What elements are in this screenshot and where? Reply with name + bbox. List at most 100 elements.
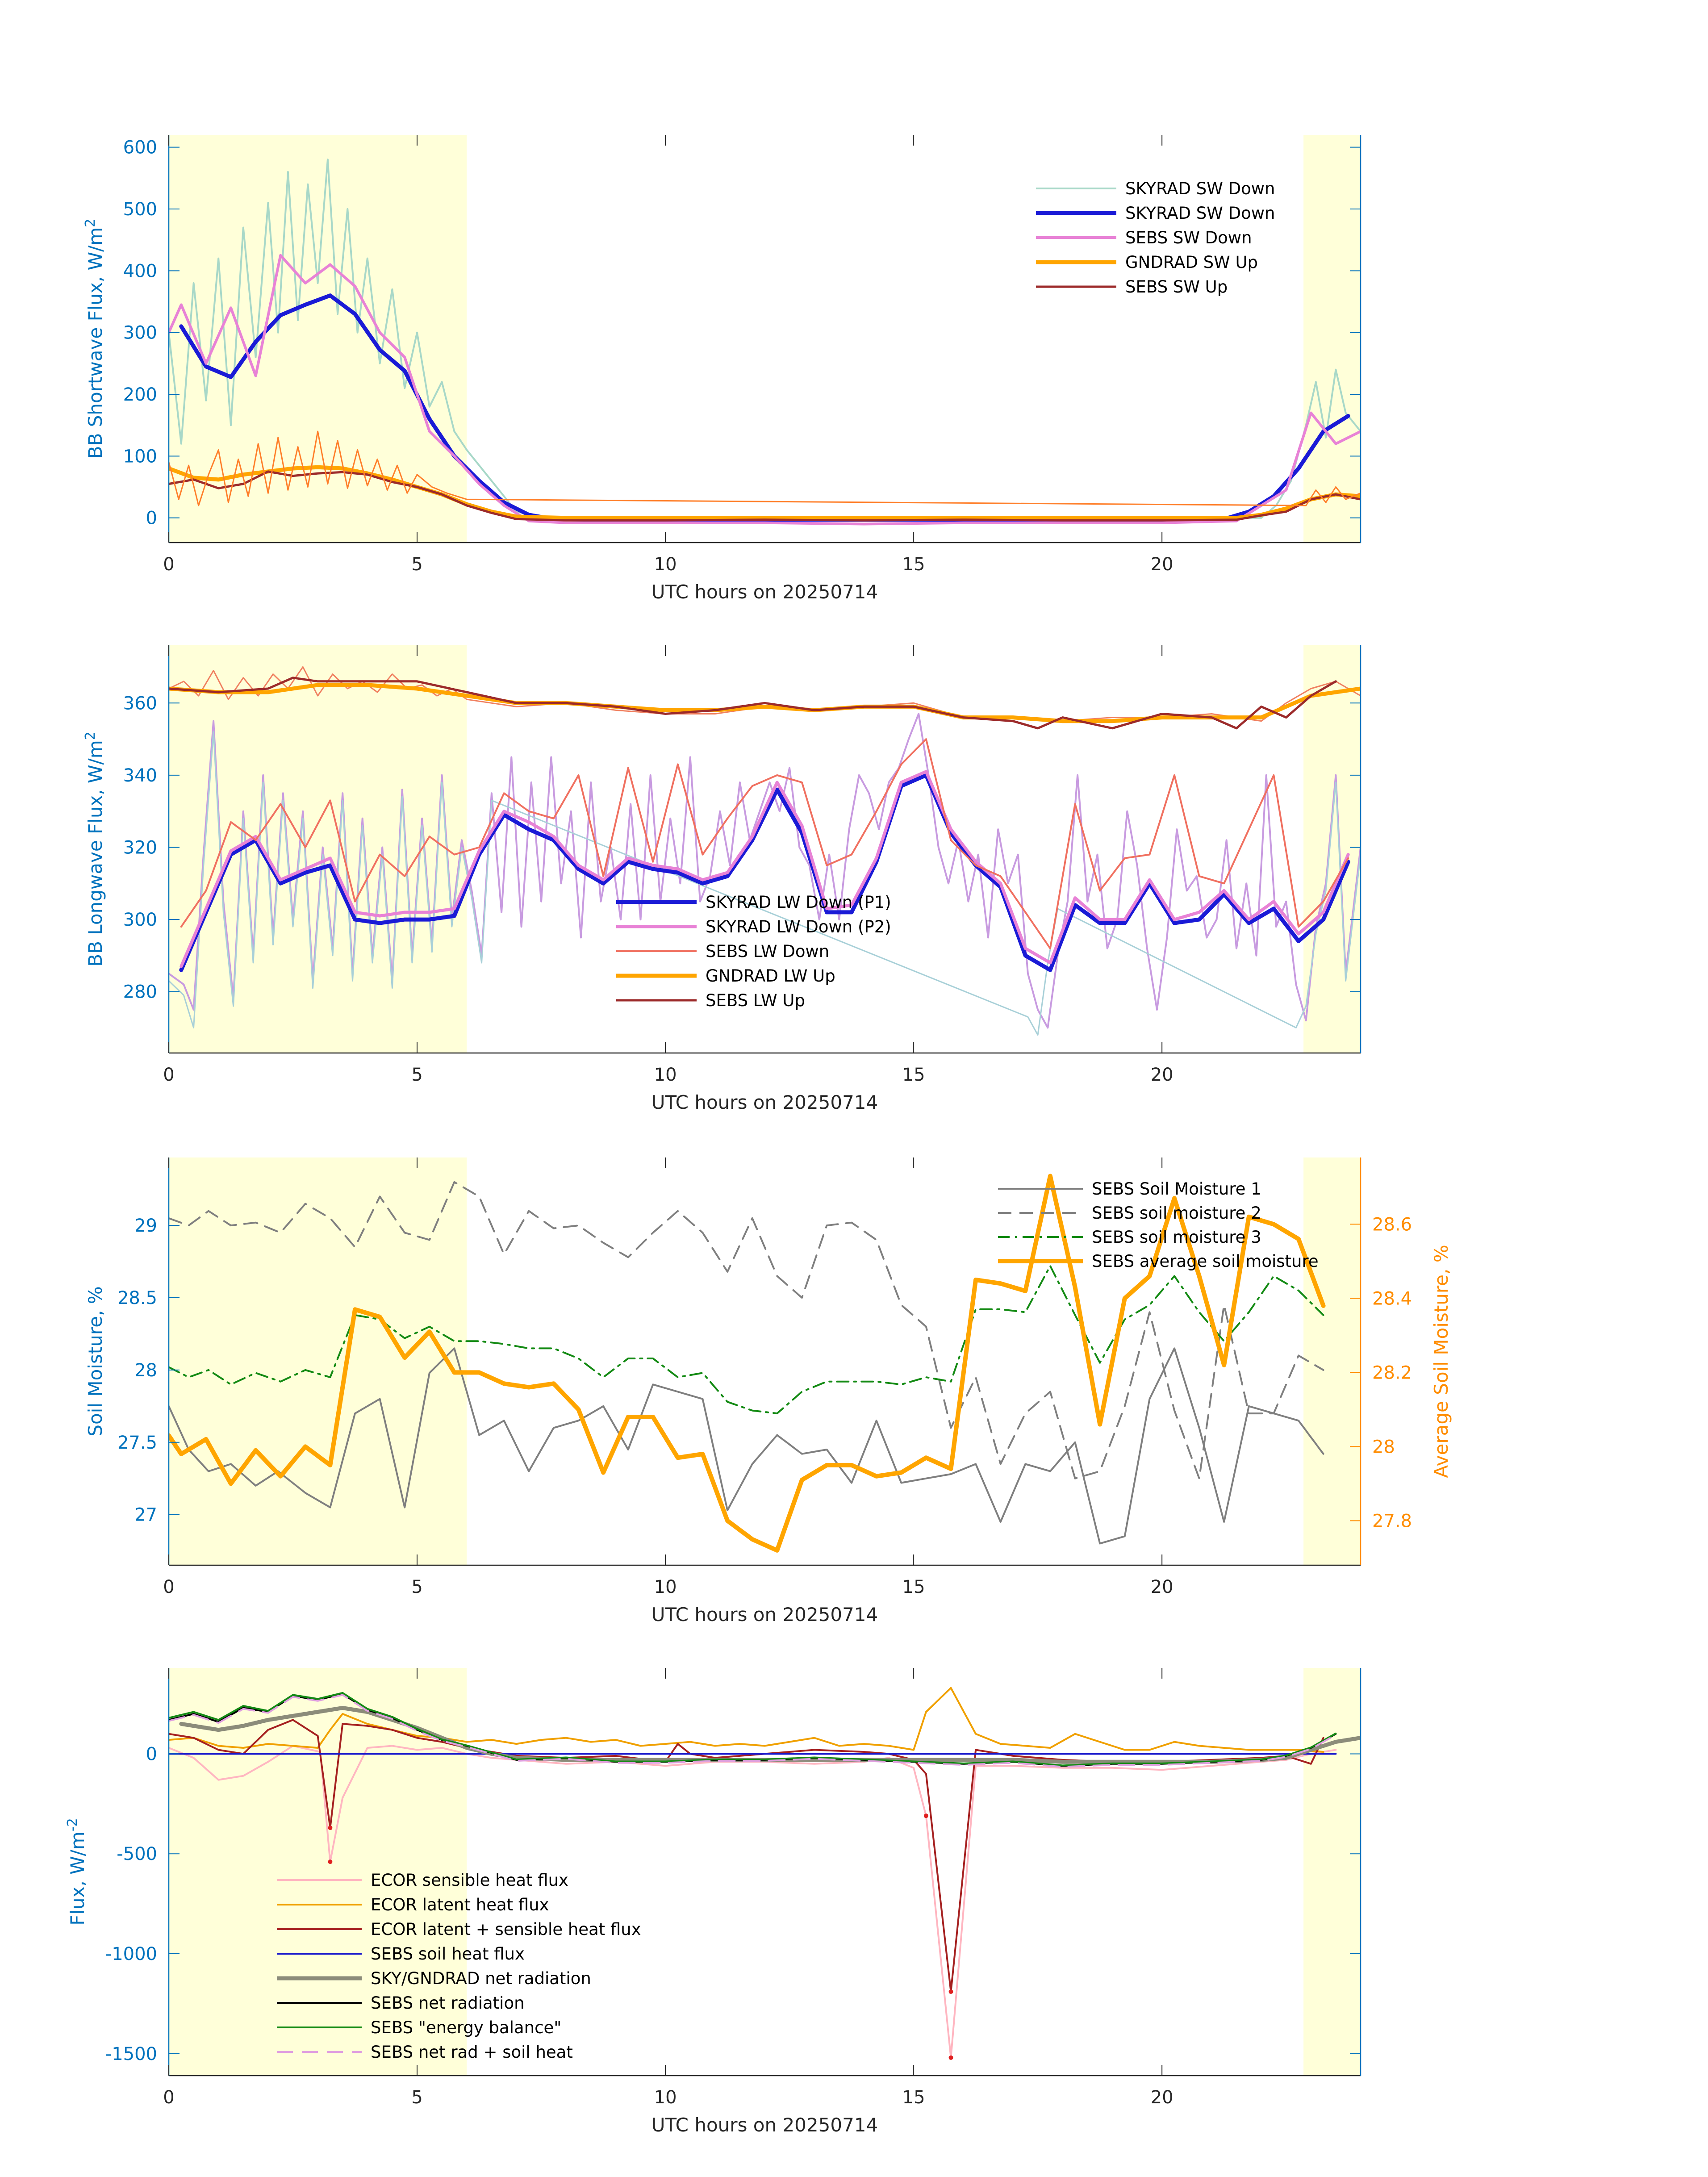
y-tick-label: -1500 — [105, 2044, 157, 2064]
x-tick-label: 0 — [163, 1577, 174, 1597]
series-skyrad-lw-down-p1 — [179, 773, 1350, 972]
x-axis-label: UTC hours on 20250714 — [651, 1604, 878, 1625]
night-shade-1 — [1303, 135, 1361, 543]
y-right-tick-label: 28.2 — [1372, 1362, 1412, 1383]
y-tick-label: 600 — [123, 138, 157, 158]
data-marker-1 — [923, 1813, 928, 1818]
y-axis-label: BB Longwave Flux, W/m2 — [83, 731, 106, 966]
y-tick-label: 27.5 — [117, 1433, 157, 1453]
x-axis-label: UTC hours on 20250714 — [651, 1091, 878, 1113]
x-tick-label: 0 — [163, 1065, 174, 1085]
x-tick-label: 10 — [654, 1065, 677, 1085]
legend-entry-label: GNDRAD LW Up — [706, 966, 835, 986]
y-right-tick-label: 28 — [1372, 1437, 1395, 1457]
x-tick-label: 5 — [411, 1577, 422, 1597]
y-tick-label: 29 — [134, 1216, 157, 1236]
legend-entry-label: SKYRAD LW Down (P1) — [706, 893, 891, 912]
y-tick-label: 300 — [123, 323, 157, 343]
y-right-axis-label: Average Soil Moisture, % — [1430, 1245, 1452, 1478]
legend-entry-label: SKYRAD LW Down (P2) — [706, 917, 891, 936]
legend: SEBS Soil Moisture 1 SEBS soil moisture 2… — [998, 1179, 1319, 1271]
data-marker-3 — [948, 1989, 953, 1994]
night-shade-0 — [169, 645, 467, 1053]
legend-entry-label: SEBS Soil Moisture 1 — [1092, 1179, 1261, 1199]
night-shade-1 — [1303, 1157, 1361, 1565]
series-skyrad-lw-down-p2 — [180, 770, 1350, 968]
y-tick-label: 27 — [134, 1505, 157, 1525]
legend-entry-label: ECOR latent heat flux — [371, 1895, 549, 1914]
x-tick-label: 15 — [902, 1577, 925, 1597]
night-shade-0 — [169, 1157, 467, 1565]
legend-entry-label: SEBS soil moisture 3 — [1092, 1228, 1261, 1247]
x-tick-label: 20 — [1151, 554, 1173, 575]
y-right-tick-label: 28.6 — [1372, 1214, 1412, 1235]
series-sebs-energy-balance — [169, 1692, 1337, 1767]
x-axis-label: UTC hours on 20250714 — [651, 581, 878, 603]
chart-panel-4: 0 5 10 15 20 UTC hours on 20250714 -1500 -1000 -… — [65, 1668, 1361, 2136]
legend-entry-label: SKYRAD SW Down — [1125, 204, 1275, 223]
y-tick-label: -500 — [117, 1844, 157, 1864]
y-tick-label: 100 — [123, 446, 157, 467]
data-marker-4 — [328, 1826, 333, 1830]
legend: ECOR sensible heat flux ECOR latent heat … — [277, 1871, 641, 2062]
legend-entry-label: ECOR sensible heat flux — [371, 1871, 568, 1890]
y-tick-label: 500 — [123, 199, 157, 220]
series-group — [169, 1174, 1326, 1553]
x-tick-label: 10 — [654, 2087, 677, 2108]
x-axis-label: UTC hours on 20250714 — [651, 2114, 878, 2136]
y-tick-label: 400 — [123, 261, 157, 281]
legend-entry-label: SEBS net rad + soil heat — [371, 2043, 573, 2062]
chart-panel-2: 0 5 10 15 20 UTC hours on 20250714 280 300 320 34… — [83, 645, 1361, 1113]
y-right-tick-label: 28.4 — [1372, 1288, 1412, 1309]
x-tick-label: 10 — [654, 554, 677, 575]
legend-entry-label: SEBS net radiation — [371, 1993, 525, 2013]
y-tick-label: 340 — [123, 765, 157, 786]
chart-panel-1: 0 5 10 15 20 UTC hours on 20250714 0 100 200 300 4… — [83, 135, 1361, 603]
y-tick-label: 28.5 — [117, 1288, 157, 1308]
series-sebs-lw-up — [169, 677, 1337, 730]
x-tick-label: 5 — [411, 1065, 422, 1085]
chart-panel-3: 0 5 10 15 20 UTC hours on 20250714 27 27.5 28 28.… — [84, 1157, 1452, 1625]
x-tick-label: 20 — [1151, 2087, 1173, 2108]
series-orange-noisy-lw — [169, 666, 1361, 722]
y-tick-label: 280 — [123, 982, 157, 1003]
y-tick-label: 0 — [146, 508, 157, 529]
legend-entry-label: SEBS LW Up — [706, 991, 805, 1010]
series-group — [169, 666, 1361, 1036]
x-tick-label: 15 — [902, 554, 925, 575]
legend-entry-label: SEBS soil heat flux — [371, 1944, 525, 1964]
x-tick-label: 5 — [411, 554, 422, 575]
series-sebs-soil-moisture-2 — [169, 1181, 1324, 1479]
y-tick-label: -1000 — [105, 1944, 157, 1964]
y-tick-label: 320 — [123, 837, 157, 858]
series-sebs-average-soil-moisture — [169, 1174, 1326, 1553]
legend: SKYRAD LW Down (P1) SKYRAD LW Down (P2) SE… — [616, 893, 891, 1010]
series-gndrad-lw-up — [169, 683, 1361, 723]
legend-entry-label: SEBS SW Up — [1125, 277, 1228, 297]
y-tick-label: 360 — [123, 693, 157, 714]
x-tick-label: 20 — [1151, 1065, 1173, 1085]
y-tick-label: 28 — [134, 1360, 157, 1381]
series-orange-noisy — [169, 430, 1361, 506]
series-sebs-lw-down — [180, 738, 1349, 949]
series-sebs-soil-moisture-1 — [169, 1347, 1324, 1545]
y-axis-label: Flux, W/m-2 — [65, 1818, 88, 1926]
legend: SKYRAD SW Down SKYRAD SW Down SEBS SW Down… — [1036, 179, 1275, 297]
legend-entry-label: SEBS "energy balance" — [371, 2018, 561, 2037]
legend-entry-label: SKYRAD SW Down — [1125, 179, 1275, 198]
series-gndrad-sw-up — [169, 465, 1361, 520]
x-tick-label: 5 — [411, 2087, 422, 2108]
y-tick-label: 200 — [123, 384, 157, 405]
y-tick-label: 300 — [123, 910, 157, 930]
legend-entry-label: GNDRAD SW Up — [1125, 253, 1258, 272]
y-tick-label: 0 — [146, 1744, 157, 1764]
legend-entry-label: SEBS SW Down — [1125, 228, 1252, 247]
x-tick-label: 20 — [1151, 1577, 1173, 1597]
legend-entry-label: SEBS soil moisture 2 — [1092, 1203, 1261, 1223]
x-tick-label: 0 — [163, 2087, 174, 2108]
night-shade-1 — [1303, 1668, 1361, 2076]
x-tick-label: 10 — [654, 1577, 677, 1597]
y-axis-label: BB Shortwave Flux, W/m2 — [83, 219, 106, 459]
legend-entry-label: SKY/GNDRAD net radiation — [371, 1969, 591, 1988]
